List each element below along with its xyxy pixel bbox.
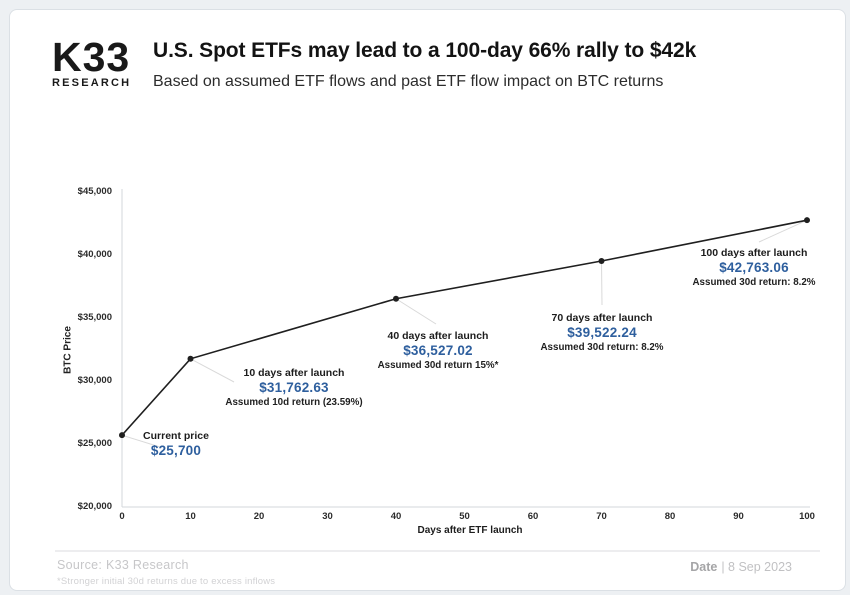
annotation-current-price: Current price $25,700: [143, 429, 209, 459]
annotation-leader-line: [190, 358, 235, 383]
date-label: Date: [690, 560, 718, 574]
footer-divider: [55, 550, 820, 552]
source-text: Source: K33 Research: [57, 558, 189, 572]
annotation-label: Current price: [143, 430, 209, 442]
annotation-price: $25,700: [150, 443, 202, 458]
annotation-leader-line: [121, 434, 161, 448]
annotation-label: 10 days after launch: [243, 367, 345, 379]
logo-wordmark: K33: [52, 34, 131, 80]
annotation-label: 70 days after launch: [551, 312, 653, 324]
data-point-marker: [393, 295, 399, 302]
annotation-note: Assumed 10d return (23.59%): [225, 397, 363, 408]
annotation-leader-line: [395, 298, 437, 325]
k33-logo: K33 RESEARCH: [52, 34, 132, 90]
annotation-note: Assumed 30d return: 8.2%: [692, 277, 816, 288]
annotation-note: Assumed 30d return 15%*: [377, 360, 499, 371]
annotation-price: $42,763.06: [719, 260, 789, 275]
annotation-price: $31,762.63: [259, 380, 329, 395]
annotation-day-10: 10 days after launch $31,762.63 Assumed …: [225, 366, 362, 410]
annotation-leader-line: [758, 219, 808, 243]
line-chart: [119, 189, 810, 508]
logo-subtext: RESEARCH: [52, 77, 132, 89]
y-axis-title: BTC Price: [62, 326, 74, 374]
chart-title: U.S. Spot ETFs may lead to a 100-day 66%…: [153, 39, 697, 62]
footnote-text: *Stronger initial 30d returns due to exc…: [57, 576, 276, 587]
annotation-day-40: 40 days after launch $36,527.02 Assumed …: [378, 329, 499, 373]
annotation-note: Assumed 30d return: 8.2%: [540, 342, 664, 353]
data-point-marker: [187, 355, 194, 362]
annotation-leader-line: [601, 261, 603, 306]
data-point-marker: [804, 217, 810, 224]
chart-card: K33 RESEARCH U.S. Spot ETFs may lead to …: [9, 9, 846, 591]
annotation-price: $39,522.24: [567, 325, 637, 340]
annotation-day-100: 100 days after launch $42,763.06 Assumed…: [692, 246, 815, 290]
annotation-day-70: 70 days after launch $39,522.24 Assumed …: [540, 311, 663, 355]
date-value: | 8 Sep 2023: [721, 560, 792, 574]
annotation-label: 100 days after launch: [700, 247, 808, 259]
annotation-label: 40 days after launch: [387, 330, 489, 342]
date-text: Date | 8 Sep 2023: [690, 560, 792, 574]
chart-subtitle: Based on assumed ETF flows and past ETF …: [153, 73, 664, 90]
data-point-marker: [119, 432, 125, 439]
x-axis-title: Days after ETF launch: [417, 525, 523, 536]
data-point-marker: [598, 258, 605, 265]
annotation-price: $36,527.02: [403, 343, 473, 358]
